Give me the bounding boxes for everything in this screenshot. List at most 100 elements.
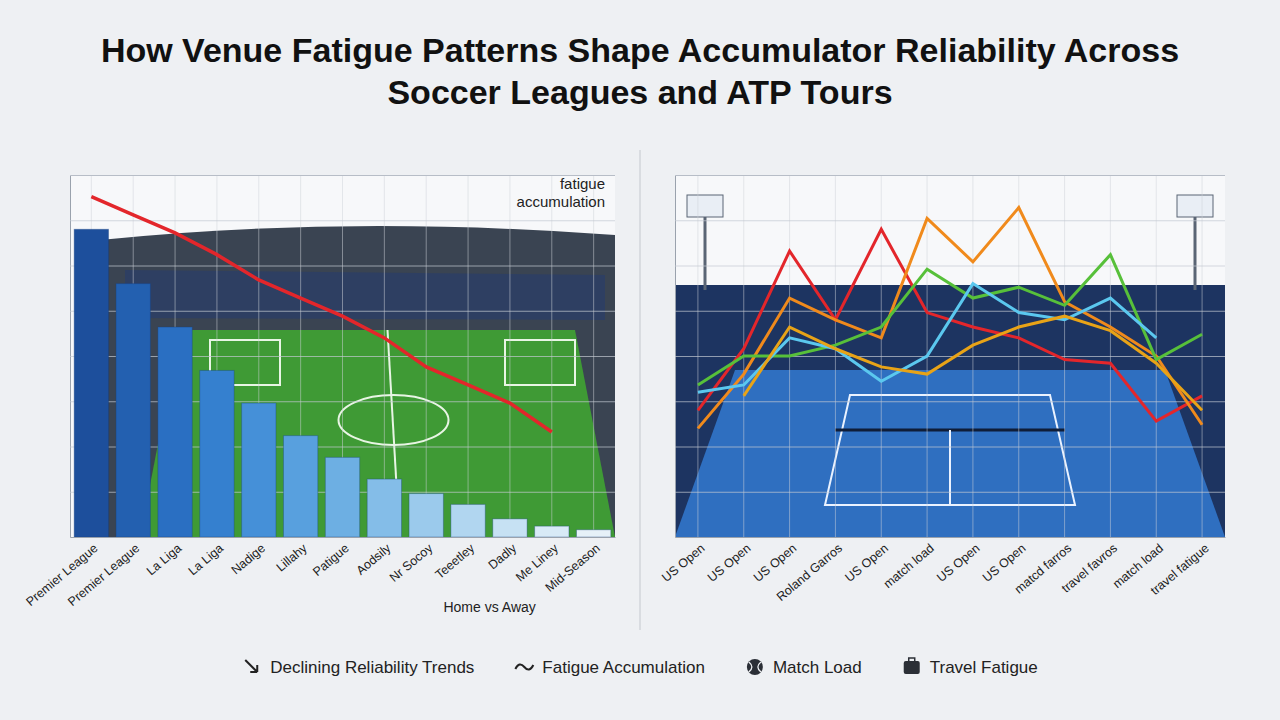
panel: US OpenUS OpenUS OpenRoland GarrosUS Ope… — [659, 175, 1225, 604]
legend-item: Declining Reliability Trends — [245, 658, 474, 677]
x-tick: travel fatigue — [1148, 541, 1212, 598]
grid-line — [675, 492, 1225, 493]
legend-item: Match Load — [747, 658, 862, 677]
x-tick: Dadly — [486, 541, 520, 573]
tick-label: Nadige — [229, 541, 268, 577]
y-tick — [70, 356, 615, 357]
grid-line — [675, 266, 1225, 267]
plot-background — [70, 175, 615, 537]
tick-label: Nr Socoy — [387, 541, 436, 585]
x-axis: US OpenUS OpenUS OpenRoland GarrosUS Ope… — [659, 538, 1225, 605]
bar — [116, 284, 150, 537]
grid-line — [70, 175, 615, 176]
floodlight — [687, 195, 723, 217]
tick-label: US Open — [934, 541, 982, 585]
y-tick — [675, 537, 1225, 538]
grid-line — [70, 311, 615, 312]
x-tick: Mid-Season — [543, 541, 603, 595]
plot-background — [675, 175, 1225, 537]
legend-label: Match Load — [773, 658, 862, 677]
bar — [200, 370, 234, 537]
panel: Premier LeaguePremier LeagueLa LigaLa Li… — [23, 175, 615, 615]
grid-line — [70, 266, 615, 267]
backdrop — [675, 175, 1225, 537]
grid-line — [675, 175, 1225, 176]
backdrop — [70, 175, 615, 537]
y-tick — [70, 266, 615, 267]
line — [91, 197, 551, 432]
legend-icon — [747, 659, 763, 675]
bar — [283, 436, 317, 537]
x-tick: Patigue — [310, 541, 352, 579]
icon-wave — [515, 664, 533, 669]
x-tick: US Open — [659, 541, 707, 585]
pitch — [140, 330, 615, 537]
tick-label: US Open — [659, 541, 707, 585]
x-tick: US Open — [934, 541, 982, 585]
tick-label: Premier League — [23, 541, 100, 609]
x-axis-line — [71, 537, 616, 538]
line — [698, 208, 1202, 429]
bar — [493, 519, 527, 537]
pitch-box — [505, 340, 575, 385]
chart-container: How Venue Fatigue Patterns Shape Accumul… — [0, 0, 1280, 720]
background — [0, 0, 1280, 720]
line — [744, 316, 1202, 410]
icon-ball-seam — [749, 662, 761, 672]
grid-line — [675, 311, 1225, 312]
x-tick: La Liga — [186, 541, 226, 578]
chart-svg: How Venue Fatigue Patterns Shape Accumul… — [0, 0, 1280, 720]
tick-label: Mid-Season — [543, 541, 603, 595]
icon-suitcase-handle — [909, 658, 915, 662]
floodlight-pole — [1194, 215, 1197, 290]
tick-label: Roland Garros — [774, 541, 845, 604]
bar — [242, 403, 276, 537]
pitch-circle — [339, 395, 449, 445]
x-tick: Premier League — [23, 541, 100, 609]
grid-line — [675, 220, 1225, 221]
legend: Declining Reliability Trends Fatigue Accu… — [245, 658, 1038, 677]
tick-label: La Liga — [144, 541, 184, 578]
tick-label: Dadly — [486, 541, 520, 573]
y-axis-line — [676, 176, 1226, 538]
x-tick: Nadige — [229, 541, 268, 577]
bar — [409, 494, 443, 537]
x-tick: La Liga — [144, 541, 184, 578]
tick-label: US Open — [705, 541, 753, 585]
x-axis-title: Home vs Away — [443, 599, 535, 615]
bar — [576, 530, 610, 537]
y-tick — [675, 175, 1225, 176]
tick-label: match load — [881, 541, 937, 591]
floodlight — [1177, 195, 1213, 217]
legend-label: Fatigue Accumulation — [542, 658, 705, 677]
legend-label: Declining Reliability Trends — [270, 658, 474, 677]
stadium-tier — [125, 270, 605, 320]
marks — [698, 208, 1202, 429]
y-tick — [675, 492, 1225, 493]
x-tick: travel favros — [1059, 541, 1120, 595]
bar — [451, 504, 485, 537]
bar — [325, 457, 359, 537]
x-tick: match load — [881, 541, 937, 591]
y-tick — [70, 311, 615, 312]
tick-label: Premier League — [65, 541, 142, 609]
y-tick — [70, 175, 615, 176]
tick-label: Lillahy — [274, 541, 311, 575]
x-tick: Roland Garros — [774, 541, 845, 604]
y-axis-line — [71, 176, 616, 538]
legend-label: Travel Fatigue — [930, 658, 1038, 677]
icon-suitcase — [904, 661, 920, 674]
x-tick: Premier League — [65, 541, 142, 609]
tick-label: La Liga — [186, 541, 226, 578]
x-tick: US Open — [705, 541, 753, 585]
tick-label: Patigue — [310, 541, 352, 579]
y-tick — [675, 266, 1225, 267]
grid-line — [70, 447, 615, 448]
y-tick — [70, 537, 615, 538]
floodlight-pole — [704, 215, 707, 290]
y-tick — [70, 447, 615, 448]
stadium-stands — [90, 226, 615, 537]
legend-icon — [904, 658, 920, 674]
bar — [367, 479, 401, 537]
bar — [535, 526, 569, 537]
